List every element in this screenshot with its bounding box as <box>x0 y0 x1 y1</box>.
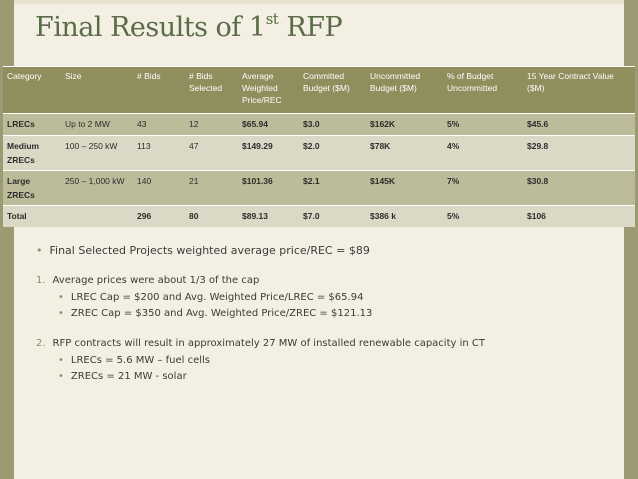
sub-bullet: • LRECs = 5.6 MW – fuel cells <box>58 355 485 366</box>
table-cell: $386 k <box>366 205 443 227</box>
table-cell: 250 – 1,000 kW <box>61 170 133 206</box>
table-row: Large ZRECs 250 – 1,000 kW 140 21 $101.3… <box>3 170 635 206</box>
title-text: Final Results of 1 <box>35 12 266 43</box>
table-cell: $7.0 <box>299 205 366 227</box>
bullet-main: • Final Selected Projects weighted averag… <box>36 244 485 257</box>
header-cell: Committed Budget ($M) <box>299 66 366 114</box>
table-cell: $89.13 <box>238 205 299 227</box>
header-cell: Category <box>3 66 61 114</box>
table-cell: Medium ZRECs <box>3 135 61 171</box>
table-cell: 296 <box>133 205 185 227</box>
header-cell: Uncommitted Budget ($M) <box>366 66 443 114</box>
table-cell: 80 <box>185 205 238 227</box>
table-cell: 4% <box>443 135 523 171</box>
table-cell: $149.29 <box>238 135 299 171</box>
spacer <box>36 324 485 338</box>
header-cell: % of Budget Uncommitted <box>443 66 523 114</box>
header-cell: # Bids <box>133 66 185 114</box>
table-cell: 100 – 250 kW <box>61 135 133 171</box>
numbered-point-2: 2. RFP contracts will result in approxima… <box>36 338 485 349</box>
table-cell: 43 <box>133 113 185 136</box>
table-cell: $145K <box>366 170 443 206</box>
title-superscript: st <box>265 10 279 28</box>
bullet-dot-icon: • <box>58 355 64 366</box>
bullet-dot-icon: • <box>36 244 43 257</box>
top-decor-strip <box>14 0 624 4</box>
title-rest: RFP <box>278 12 343 43</box>
table-cell: 12 <box>185 113 238 136</box>
table-cell <box>61 205 133 227</box>
table-cell: $78K <box>366 135 443 171</box>
table-cell: $65.94 <box>238 113 299 136</box>
table-row: LRECs Up to 2 MW 43 12 $65.94 $3.0 $162K… <box>3 113 635 136</box>
table-cell: 7% <box>443 170 523 206</box>
table-cell: $45.6 <box>523 113 635 136</box>
table-cell: Large ZRECs <box>3 170 61 206</box>
results-table: Category Size # Bids # Bids Selected Ave… <box>3 66 635 227</box>
table-cell: $3.0 <box>299 113 366 136</box>
header-cell: 15 Year Contract Value ($M) <box>523 66 635 114</box>
table-cell: 113 <box>133 135 185 171</box>
table-cell: 140 <box>133 170 185 206</box>
table-cell: 5% <box>443 113 523 136</box>
bullet-dot-icon: • <box>58 371 64 382</box>
bullet-dot-icon: • <box>58 308 64 319</box>
table-cell: $2.0 <box>299 135 366 171</box>
table-cell: 5% <box>443 205 523 227</box>
sub-bullet-text: ZRECs = 21 MW - solar <box>70 371 187 382</box>
sub-bullet: • ZREC Cap = $350 and Avg. Weighted Price… <box>58 308 485 319</box>
table-cell: $106 <box>523 205 635 227</box>
table-cell: $2.1 <box>299 170 366 206</box>
sub-bullet: • LREC Cap = $200 and Avg. Weighted Price… <box>58 292 485 303</box>
numbered-point-1: 1. Average prices were about 1/3 of the c… <box>36 275 485 286</box>
sub-bullet-text: LRECs = 5.6 MW – fuel cells <box>70 355 211 366</box>
sub-bullet-text: LREC Cap = $200 and Avg. Weighted Price/… <box>70 292 364 303</box>
table-cell: 21 <box>185 170 238 206</box>
table-header-row: Category Size # Bids # Bids Selected Ave… <box>3 66 635 114</box>
table-cell: Up to 2 MW <box>61 113 133 136</box>
table-cell: $101.36 <box>238 170 299 206</box>
header-cell: # Bids Selected <box>185 66 238 114</box>
table-cell: $162K <box>366 113 443 136</box>
header-cell: Size <box>61 66 133 114</box>
bullet-dot-icon: • <box>58 292 64 303</box>
number-marker: 2. <box>36 338 46 349</box>
sub-bullet-text: ZREC Cap = $350 and Avg. Weighted Price/… <box>70 308 373 319</box>
point-text: RFP contracts will result in approximate… <box>52 338 485 349</box>
table-cell: 47 <box>185 135 238 171</box>
table-row: Medium ZRECs 100 – 250 kW 113 47 $149.29… <box>3 135 635 171</box>
table-cell: $30.8 <box>523 170 635 206</box>
table-cell: LRECs <box>3 113 61 136</box>
bullet-list: • Final Selected Projects weighted averag… <box>36 244 485 387</box>
slide-title: Final Results of 1st RFP <box>35 10 343 43</box>
header-cell: Average Weighted Price/REC <box>238 66 299 114</box>
table-row-total: Total 296 80 $89.13 $7.0 $386 k 5% $106 <box>3 205 635 227</box>
point-text: Average prices were about 1/3 of the cap <box>52 275 260 286</box>
bullet-text: Final Selected Projects weighted average… <box>49 244 370 257</box>
table-cell: $29.8 <box>523 135 635 171</box>
sub-bullet: • ZRECs = 21 MW - solar <box>58 371 485 382</box>
table-cell: Total <box>3 205 61 227</box>
number-marker: 1. <box>36 275 46 286</box>
